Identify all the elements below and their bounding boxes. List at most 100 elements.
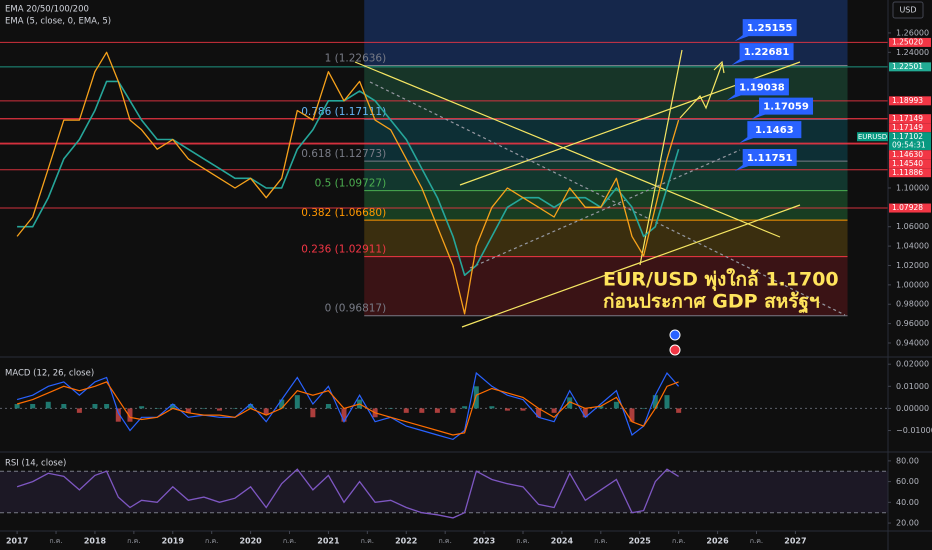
macd-histogram-bar — [450, 408, 456, 413]
headline: EUR/USD พุ่งใกล้ 1.1700 — [603, 268, 839, 292]
macd-histogram-bar — [434, 408, 440, 413]
macd-histogram-bar — [567, 397, 573, 409]
macd-histogram-bar — [185, 408, 191, 413]
x-tick-label: 2018 — [84, 537, 107, 546]
y-tick-label: 0.98000 — [896, 300, 929, 309]
event-icon[interactable] — [669, 329, 681, 341]
price-tag — [889, 132, 931, 151]
price-tag-label: 1.07928 — [892, 203, 923, 212]
dashed-line — [469, 149, 741, 269]
y-tick-label: 1.00000 — [896, 280, 929, 289]
fib-label: 0.236 (1.02911) — [301, 244, 386, 256]
x-tick-label: ก.ค. — [49, 537, 62, 545]
panel-title: MACD (12, 26, close) — [5, 369, 94, 379]
event-icon[interactable] — [669, 344, 681, 356]
macd-histogram-bar — [201, 408, 207, 409]
fib-label: 0.618 (1.12773) — [301, 148, 386, 160]
level-layer — [0, 41, 888, 209]
x-tick-label: 2022 — [395, 537, 417, 546]
y-tick-label: 80.00 — [896, 456, 919, 465]
rsi-band — [0, 471, 888, 513]
macd-histogram-bar — [504, 408, 510, 411]
macd-histogram-bar — [419, 408, 425, 413]
price-tag-label: 1.14540 — [892, 159, 923, 168]
macd-histogram-bar — [263, 408, 269, 416]
macd-histogram-bar — [127, 408, 133, 422]
y-tick-label: 1.04000 — [896, 242, 929, 251]
macd-histogram-bar — [45, 401, 51, 409]
macd-histogram-bar — [551, 408, 557, 413]
axis-layer: EMA 20/50/100/200 EMA (5, close, 0, EMA,… — [5, 1, 932, 546]
price-tag-label: 1.17149 — [892, 123, 923, 132]
currency: USD — [899, 6, 916, 15]
trendline — [639, 49, 683, 266]
y-tick-label: 60.00 — [896, 477, 919, 486]
macd-histogram-bar — [216, 408, 222, 411]
macd-histogram-bar — [139, 406, 145, 409]
macd-histogram-bar — [403, 408, 409, 413]
price-tag — [889, 96, 931, 106]
legend-entry: EMA (5, close, 0, EMA, 5) — [5, 17, 111, 27]
price-tag — [889, 62, 931, 72]
headline: ก่อนประกาศ GDP สหรัฐฯ — [603, 291, 820, 315]
macd-histogram-bar — [613, 401, 619, 409]
price-tag-label: 1.22501 — [892, 62, 923, 71]
x-tick-label: 2024 — [551, 537, 574, 546]
x-tick-label: 2023 — [473, 537, 495, 546]
fib-band — [364, 161, 848, 191]
arrow-head — [713, 60, 725, 74]
signal-line — [16, 381, 679, 436]
y-tick-label: 0.94000 — [896, 338, 929, 347]
x-tick-label: 2027 — [784, 537, 806, 546]
macd-histogram-bar — [341, 408, 347, 422]
macd-histogram-bar — [536, 408, 542, 418]
price-tag-label: 1.18993 — [892, 96, 923, 105]
macd-histogram-bar — [520, 408, 526, 411]
callout-label: 1.1463 — [755, 125, 794, 136]
fib-label: 0.786 (1.17111) — [301, 106, 386, 118]
price-tag — [889, 159, 931, 169]
x-tick-label: 2026 — [706, 537, 729, 546]
fib-label: 0 (0.96817) — [325, 303, 387, 315]
callout-label: 1.25155 — [747, 23, 793, 34]
callout-box — [739, 121, 802, 144]
macd-histogram-bar — [652, 395, 658, 409]
macd-histogram-bar — [92, 404, 98, 409]
annotation-layer: EUR/USD พุ่งใกล้ 1.1700 ก่อนประกาศ GDP ส… — [603, 19, 839, 356]
y-tick-label: 0.01000 — [896, 382, 929, 391]
x-tick-label: ก.ค. — [438, 537, 451, 545]
macd-histogram-bar — [582, 408, 588, 418]
legend-entry: EMA 20/50/100/200 — [5, 5, 89, 15]
symbol-tag-label: EURUSD — [858, 133, 887, 141]
y-tick-label: 0.00000 — [896, 404, 929, 413]
series-layer — [0, 51, 888, 519]
callout-box — [734, 148, 797, 171]
trendline — [461, 204, 801, 328]
x-tick-label: ก.ค. — [516, 537, 529, 545]
y-tick-label: −0.01000 — [896, 426, 932, 435]
macd-histogram-bar — [30, 404, 36, 409]
callout-label: 1.19038 — [739, 82, 785, 93]
x-tick-label: 2017 — [6, 537, 28, 546]
y-tick-label: 20.00 — [896, 519, 919, 528]
macd-histogram-bar — [115, 408, 121, 422]
callout-box — [751, 97, 814, 120]
y-tick-label: 0.02000 — [896, 360, 929, 369]
x-tick-label: ก.ค. — [750, 537, 763, 545]
macd-histogram-bar — [248, 404, 254, 409]
price-tag-label: 1.14630 — [892, 150, 923, 159]
y-tick-label: 1.06000 — [896, 222, 929, 231]
callout-box — [726, 78, 789, 101]
symbol-tag — [857, 132, 888, 142]
projection — [679, 63, 723, 119]
x-tick-label: 2021 — [317, 537, 340, 546]
currency-box[interactable] — [892, 1, 924, 19]
macd-histogram-bar — [170, 404, 176, 409]
macd-histogram-bar — [676, 408, 682, 413]
price-tag-label: 1.17149 — [892, 114, 923, 123]
macd-histogram-bar — [462, 406, 468, 409]
macd-histogram-bar — [61, 404, 67, 409]
price-tag — [889, 37, 931, 47]
